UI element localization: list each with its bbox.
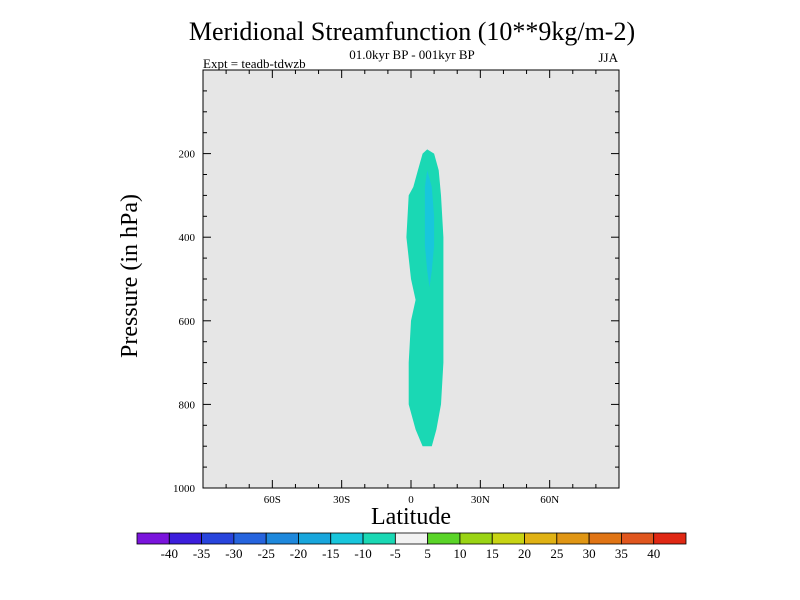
colorbar-box <box>621 532 655 545</box>
colorbar-label: 20 <box>518 546 531 561</box>
colorbar-label: -35 <box>193 546 210 561</box>
colorbar-box <box>427 532 461 545</box>
y-tick-label: 1000 <box>173 483 196 495</box>
x-tick-label: 30S <box>333 494 350 506</box>
colorbar-box <box>362 532 396 545</box>
colorbar-box <box>298 532 332 545</box>
colorbar-label: -25 <box>258 546 275 561</box>
colorbar-box <box>459 532 493 545</box>
x-tick-label: 60S <box>264 494 281 506</box>
colorbar-box <box>201 532 235 545</box>
colorbar-box <box>588 532 622 545</box>
plot-frame <box>202 69 620 489</box>
chart-subtitle: 01.0kyr BP - 001kyr BP <box>349 47 475 62</box>
colorbar-label: -40 <box>161 546 178 561</box>
colorbar-box <box>491 532 525 545</box>
experiment-label: Expt = teadb-tdwzb <box>203 56 306 71</box>
colorbar-box <box>330 532 364 545</box>
x-tick-label: 30N <box>471 494 490 506</box>
colorbar-box <box>168 532 202 545</box>
y-tick-label: 200 <box>179 149 196 161</box>
colorbar-label: -10 <box>354 546 371 561</box>
colorbar-label: -30 <box>225 546 242 561</box>
colorbar-box <box>394 532 429 545</box>
colorbar-label: -15 <box>322 546 339 561</box>
y-axis-label: Pressure (in hPa) <box>117 194 143 358</box>
colorbar-box <box>136 532 170 545</box>
x-tick-label: 0 <box>408 494 414 506</box>
colorbar-label: -20 <box>290 546 307 561</box>
colorbar: -40 -35 -30 -25 -20 -15 -10 -5 5 10 15 20 25 30 35 40 <box>136 532 687 561</box>
y-tick-label: 800 <box>179 399 196 411</box>
colorbar-label: 40 <box>647 546 660 561</box>
colorbar-box <box>233 532 267 545</box>
chart-title: Meridional Streamfunction (10**9kg/m-2) <box>189 17 635 46</box>
colorbar-label: 15 <box>486 546 499 561</box>
colorbar-box <box>653 532 687 545</box>
x-axis-label: Latitude <box>371 504 451 530</box>
contour-regions <box>406 149 444 447</box>
colorbar-label: 25 <box>550 546 563 561</box>
colorbar-label: -5 <box>390 546 401 561</box>
contour-region-band-neg5-to-neg10 <box>406 149 444 447</box>
colorbar-box <box>265 532 299 545</box>
season-label: JJA <box>598 50 618 65</box>
colorbar-label: 5 <box>424 546 431 561</box>
colorbar-label: 10 <box>453 546 466 561</box>
x-tick-label: 60N <box>540 494 559 506</box>
colorbar-box <box>524 532 558 545</box>
y-tick-label: 400 <box>179 232 196 244</box>
contour-region-band-neg10-to-neg15 <box>424 170 435 288</box>
colorbar-label: 35 <box>615 546 628 561</box>
colorbar-label: 30 <box>583 546 596 561</box>
colorbar-box <box>556 532 590 545</box>
y-tick-label: 600 <box>179 316 196 328</box>
